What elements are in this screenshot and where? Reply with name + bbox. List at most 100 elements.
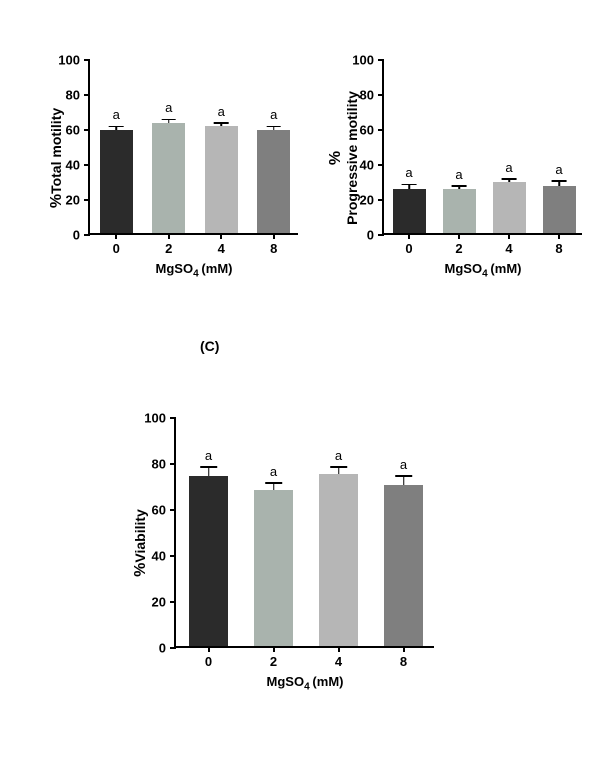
- bar: [543, 186, 576, 233]
- y-tick-label: 20: [66, 193, 80, 208]
- y-tick: [84, 234, 90, 236]
- y-tick: [170, 509, 176, 511]
- y-tick: [378, 59, 384, 61]
- y-tick: [378, 129, 384, 131]
- y-tick-label: 40: [66, 158, 80, 173]
- significance-label: a: [205, 448, 212, 463]
- y-tick: [84, 129, 90, 131]
- plot-area: 0204060801000a2a4a8aMgSO4 (mM): [174, 418, 434, 648]
- y-tick-label: 60: [152, 503, 166, 518]
- y-tick: [170, 647, 176, 649]
- error-cap: [502, 178, 517, 180]
- y-tick: [378, 164, 384, 166]
- bar: [443, 189, 476, 233]
- x-axis-title: MgSO4 (mM): [445, 261, 522, 280]
- chart-total-motility: 0204060801000a2a4a8aMgSO4 (mM) %Total mot…: [38, 50, 318, 295]
- significance-label: a: [505, 160, 512, 175]
- error-stem: [208, 467, 210, 476]
- x-tick-label: 2: [270, 654, 277, 669]
- y-tick-label: 80: [66, 88, 80, 103]
- x-tick-label: 4: [218, 241, 225, 256]
- y-tick: [84, 59, 90, 61]
- x-tick: [168, 233, 170, 239]
- significance-label: a: [405, 165, 412, 180]
- bar: [257, 130, 290, 233]
- error-stem: [403, 476, 405, 485]
- x-tick-label: 0: [205, 654, 212, 669]
- y-tick: [378, 199, 384, 201]
- y-axis-title: %Total motility: [48, 108, 66, 208]
- error-cap: [402, 184, 417, 186]
- y-tick: [170, 463, 176, 465]
- chart-progressive-motility: 0204060801000a2a4a8aMgSO4 (mM)%Progressi…: [332, 50, 602, 295]
- y-tick: [84, 94, 90, 96]
- error-cap: [265, 482, 283, 484]
- significance-label: a: [555, 162, 562, 177]
- y-tick: [170, 417, 176, 419]
- x-tick-label: 0: [113, 241, 120, 256]
- error-cap: [109, 126, 124, 128]
- error-cap: [266, 126, 281, 128]
- x-tick: [408, 233, 410, 239]
- x-tick: [403, 646, 405, 652]
- significance-label: a: [218, 104, 225, 119]
- plot-area: 0204060801000a2a4a8aMgSO4 (mM): [382, 60, 582, 235]
- x-tick: [558, 233, 560, 239]
- x-tick-label: 2: [455, 241, 462, 256]
- plot-area: 0204060801000a2a4a8aMgSO4 (mM): [88, 60, 298, 235]
- x-tick: [208, 646, 210, 652]
- y-axis-title: %Progressive motility: [328, 91, 359, 225]
- y-tick: [378, 94, 384, 96]
- y-tick-label: 80: [152, 457, 166, 472]
- bar: [319, 474, 358, 647]
- y-tick-label: 60: [360, 123, 374, 138]
- y-tick: [170, 601, 176, 603]
- y-tick: [170, 555, 176, 557]
- significance-label: a: [113, 107, 120, 122]
- x-tick: [115, 233, 117, 239]
- error-stem: [338, 467, 340, 474]
- significance-label: a: [270, 107, 277, 122]
- y-tick: [378, 234, 384, 236]
- bar: [254, 490, 293, 646]
- significance-label: a: [165, 100, 172, 115]
- bar: [189, 476, 228, 646]
- y-tick-label: 100: [352, 53, 374, 68]
- significance-label: a: [455, 167, 462, 182]
- x-tick: [508, 233, 510, 239]
- x-tick: [220, 233, 222, 239]
- bar: [205, 126, 238, 233]
- error-cap: [552, 180, 567, 182]
- significance-label: a: [270, 464, 277, 479]
- chart-viability: 0204060801000a2a4a8aMgSO4 (mM)%Viability: [120, 408, 454, 708]
- x-tick-label: 2: [165, 241, 172, 256]
- x-tick-label: 8: [270, 241, 277, 256]
- x-tick-label: 4: [335, 654, 342, 669]
- error-cap: [395, 475, 413, 477]
- y-tick-label: 20: [360, 193, 374, 208]
- bar: [393, 189, 426, 233]
- y-axis-title: %Viability: [132, 509, 150, 577]
- x-axis-title: MgSO4 (mM): [267, 674, 344, 693]
- significance-label: a: [400, 457, 407, 472]
- y-tick-label: 80: [360, 88, 374, 103]
- x-tick: [273, 233, 275, 239]
- bar: [493, 182, 526, 233]
- bar: [100, 130, 133, 233]
- y-tick-label: 40: [152, 549, 166, 564]
- y-tick-label: 100: [144, 411, 166, 426]
- significance-label: a: [335, 448, 342, 463]
- error-cap: [161, 119, 176, 121]
- y-tick-label: 20: [152, 595, 166, 610]
- y-tick-label: 60: [66, 123, 80, 138]
- y-tick-label: 100: [58, 53, 80, 68]
- error-cap: [200, 466, 218, 468]
- x-axis-title: MgSO4 (mM): [156, 261, 233, 280]
- x-tick-label: 4: [505, 241, 512, 256]
- x-tick: [458, 233, 460, 239]
- error-stem: [273, 483, 275, 490]
- error-cap: [452, 185, 467, 187]
- x-tick-label: 8: [400, 654, 407, 669]
- error-cap: [214, 122, 229, 124]
- y-tick-label: 0: [159, 641, 166, 656]
